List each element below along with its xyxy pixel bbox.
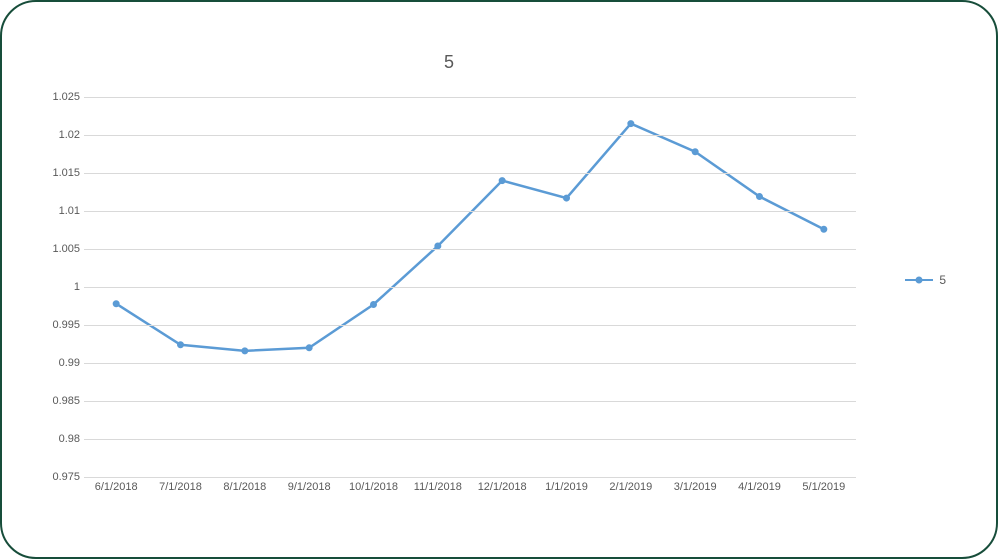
legend: 5 (905, 273, 946, 287)
x-axis-ticks: 6/1/2018 7/1/2018 8/1/2018 9/1/2018 10/1/201… (84, 481, 856, 501)
x-tick-label: 2/1/2019 (609, 481, 652, 493)
chart-title: 5 (42, 52, 856, 73)
y-tick-label: 1.005 (42, 243, 80, 255)
series-line (116, 124, 824, 351)
y-tick-label: 0.985 (42, 395, 80, 407)
gridline (84, 363, 856, 364)
data-point-marker (178, 342, 184, 348)
data-point-marker (821, 226, 827, 232)
data-point-marker (306, 345, 312, 351)
data-point-marker (371, 301, 377, 307)
data-point-marker (757, 194, 763, 200)
data-point-marker (692, 149, 698, 155)
data-point-marker (499, 178, 505, 184)
x-tick-label: 8/1/2018 (223, 481, 266, 493)
y-tick-label: 1.015 (42, 167, 80, 179)
y-tick-label: 0.98 (42, 433, 80, 445)
y-tick-label: 1.01 (42, 205, 80, 217)
x-tick-label: 3/1/2019 (674, 481, 717, 493)
plot-area: 0.9750.980.9850.990.99511.0051.011.0151.… (84, 97, 856, 477)
x-tick-label: 12/1/2018 (478, 481, 527, 493)
chart-card: 5 0.9750.980.9850.990.99511.0051.011.015… (0, 0, 998, 559)
gridline (84, 135, 856, 136)
y-tick-label: 1.025 (42, 91, 80, 103)
gridline (84, 249, 856, 250)
gridline (84, 439, 856, 440)
legend-marker-icon (916, 276, 923, 283)
x-tick-label: 5/1/2019 (802, 481, 845, 493)
legend-label: 5 (939, 273, 946, 287)
x-tick-label: 1/1/2019 (545, 481, 588, 493)
x-tick-label: 6/1/2018 (95, 481, 138, 493)
chart-area: 5 0.9750.980.9850.990.99511.0051.011.015… (42, 42, 956, 517)
gridline (84, 97, 856, 98)
x-tick-label: 10/1/2018 (349, 481, 398, 493)
data-point-marker (628, 121, 634, 127)
gridline (84, 287, 856, 288)
gridline (84, 173, 856, 174)
gridline (84, 401, 856, 402)
x-tick-label: 11/1/2018 (414, 481, 462, 493)
y-tick-label: 0.995 (42, 319, 80, 331)
gridline (84, 325, 856, 326)
data-point-marker (242, 348, 248, 354)
x-tick-label: 9/1/2018 (288, 481, 331, 493)
x-tick-label: 4/1/2019 (738, 481, 781, 493)
gridline (84, 477, 856, 478)
y-tick-label: 1.02 (42, 129, 80, 141)
y-tick-label: 0.99 (42, 357, 80, 369)
data-point-marker (113, 301, 119, 307)
x-tick-label: 7/1/2018 (159, 481, 202, 493)
y-tick-label: 1 (42, 281, 80, 293)
gridline (84, 211, 856, 212)
y-tick-label: 0.975 (42, 471, 80, 483)
data-point-marker (564, 195, 570, 201)
legend-swatch (905, 279, 933, 281)
